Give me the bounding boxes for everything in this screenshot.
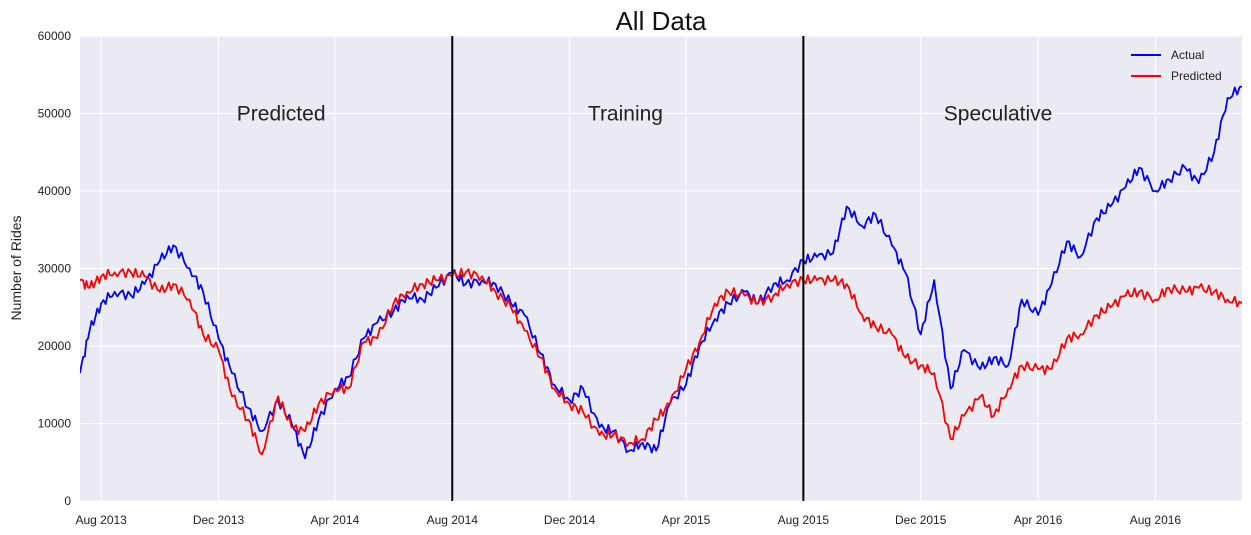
series-line-predicted: [80, 267, 1242, 456]
x-tick-label: Dec 2014: [544, 513, 596, 527]
x-tick-label: Dec 2013: [193, 513, 245, 527]
region-label: Training: [588, 103, 663, 126]
y-tick-label: 0: [64, 494, 71, 508]
region-label: Speculative: [944, 103, 1053, 126]
x-tick-label: Aug 2013: [75, 513, 127, 527]
chart-title: All Data: [615, 6, 707, 36]
y-tick-label: 30000: [38, 262, 72, 276]
x-tick-label: Aug 2016: [1130, 513, 1182, 527]
legend: Actual Predicted: [1131, 48, 1222, 83]
y-tick-label: 20000: [38, 339, 72, 353]
region-label: Predicted: [237, 103, 326, 126]
region-labels: Predicted Training Speculative: [237, 103, 1053, 126]
x-tick-label: Apr 2014: [311, 513, 360, 527]
legend-label-actual: Actual: [1171, 48, 1204, 62]
x-tick-label: Dec 2015: [895, 513, 947, 527]
y-tick-label: 60000: [38, 29, 72, 43]
x-tick-label: Aug 2015: [778, 513, 830, 527]
legend-label-predicted: Predicted: [1171, 69, 1222, 83]
series-line-actual: [80, 85, 1242, 460]
x-tick-label: Apr 2016: [1014, 513, 1063, 527]
y-tick-label: 50000: [38, 107, 72, 121]
y-axis-label: Number of Rides: [8, 215, 24, 320]
y-axis: 0 10000 20000 30000 40000 50000 60000: [38, 29, 72, 508]
divider-lines: [451, 36, 805, 501]
x-tick-label: Aug 2014: [427, 513, 479, 527]
series-layer: [80, 85, 1242, 460]
y-tick-label: 10000: [38, 417, 72, 431]
y-tick-label: 40000: [38, 184, 72, 198]
x-axis: Aug 2013 Dec 2013 Apr 2014 Aug 2014 Dec 2014…: [75, 513, 1181, 527]
x-tick-label: Apr 2015: [662, 513, 711, 527]
